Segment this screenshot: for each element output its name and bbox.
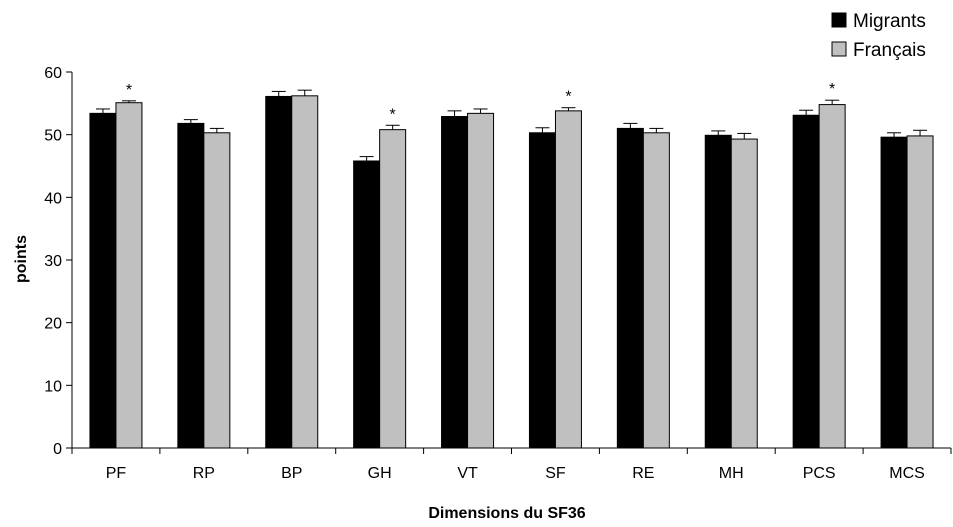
bar-migrants bbox=[89, 112, 117, 449]
x-tick-label: GH bbox=[368, 465, 392, 482]
legend-label: Migrants bbox=[853, 11, 926, 32]
y-tick-label: 30 bbox=[44, 253, 62, 270]
x-tick-label: RP bbox=[193, 465, 215, 482]
bar-migrants bbox=[528, 132, 556, 449]
bar-francais bbox=[203, 132, 231, 449]
y-tick-label: 20 bbox=[44, 316, 62, 333]
y-tick-label: 10 bbox=[44, 378, 62, 395]
x-tick-label: PCS bbox=[803, 465, 836, 482]
x-tick-label: BP bbox=[281, 465, 302, 482]
bar-francais bbox=[730, 138, 758, 449]
bar-francais bbox=[291, 95, 319, 449]
significance-marker: * bbox=[565, 89, 571, 106]
bar-francais bbox=[467, 112, 495, 449]
x-tick-label: MH bbox=[719, 465, 744, 482]
bar-francais bbox=[379, 129, 407, 449]
significance-marker: * bbox=[390, 106, 396, 123]
bar-migrants bbox=[880, 136, 908, 449]
significance-marker: * bbox=[829, 81, 835, 98]
bar-migrants bbox=[792, 114, 820, 449]
legend-label: Français bbox=[853, 40, 926, 61]
y-tick-label: 40 bbox=[44, 190, 62, 207]
bar-francais bbox=[906, 135, 934, 449]
legend: Migrants Français bbox=[831, 11, 926, 61]
bar-migrants bbox=[353, 160, 381, 449]
x-tick-label: MCS bbox=[889, 465, 925, 482]
y-tick-label: 0 bbox=[53, 441, 62, 458]
x-tick-label: PF bbox=[106, 465, 127, 482]
bars bbox=[89, 89, 934, 449]
bar-migrants bbox=[704, 134, 732, 449]
labels: 0 10 20 30 40 50 60 PF RP BP GH VT SF RE MH PCS MCS * * * * bbox=[44, 65, 925, 482]
x-tick-label: RE bbox=[632, 465, 654, 482]
y-axis-title: points bbox=[13, 235, 30, 283]
bar-migrants bbox=[441, 115, 469, 449]
x-tick-label: SF bbox=[545, 465, 566, 482]
legend-swatch bbox=[831, 41, 847, 57]
bar-francais bbox=[818, 104, 846, 449]
bar-francais bbox=[115, 102, 143, 449]
y-tick-label: 50 bbox=[44, 128, 62, 145]
significance-marker: * bbox=[126, 82, 132, 99]
y-tick-label: 60 bbox=[44, 65, 62, 82]
x-axis-title: Dimensions du SF36 bbox=[428, 505, 585, 522]
bar-francais bbox=[642, 132, 670, 449]
bar-migrants bbox=[177, 122, 205, 449]
bar-francais bbox=[554, 110, 582, 449]
bar-migrants bbox=[265, 95, 293, 449]
x-tick-label: VT bbox=[457, 465, 478, 482]
bar-migrants bbox=[616, 127, 644, 449]
legend-swatch bbox=[831, 12, 847, 28]
